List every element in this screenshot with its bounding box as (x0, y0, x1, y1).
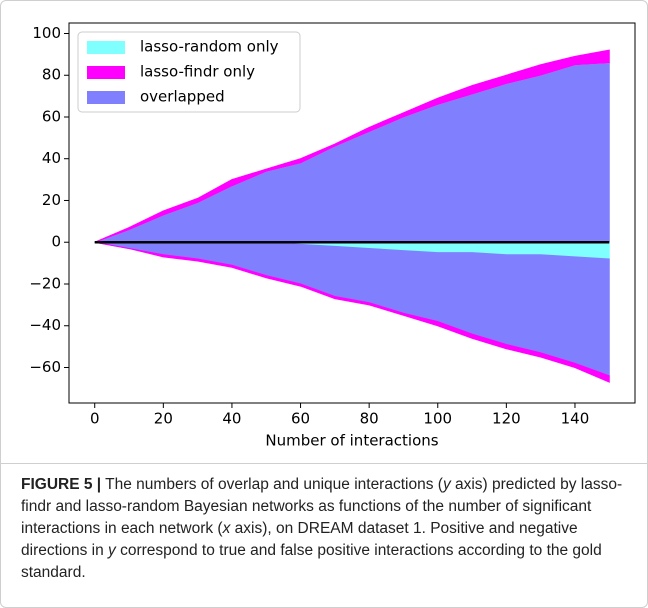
caption-label: FIGURE 5 | (21, 476, 102, 493)
caption-text: The numbers of overlap and unique intera… (105, 476, 443, 493)
legend-label: lasso-findr only (140, 63, 255, 81)
y-tick-label: 0 (51, 233, 61, 251)
y-tick-label: 60 (42, 107, 61, 125)
y-tick-label: −20 (29, 274, 61, 292)
y-tick-label: 80 (42, 66, 61, 84)
caption-text: correspond to true and false positive in… (21, 542, 602, 581)
legend-box (77, 31, 301, 113)
y-tick-label: −40 (29, 316, 61, 334)
area-negative (94, 241, 610, 377)
area-negative (94, 241, 610, 383)
area-positive (94, 49, 610, 243)
x-tick-label: 40 (222, 410, 241, 428)
caption-text: y (442, 476, 451, 493)
caption-text: y (108, 542, 116, 559)
y-tick-label: −60 (29, 358, 61, 376)
caption-text: axis) predicted by lasso-findr and lasso… (21, 476, 623, 537)
legend-swatch (87, 91, 125, 104)
plot-frame (68, 22, 636, 404)
caption-text: axis), on DREAM dataset 1. Positive and … (21, 520, 578, 559)
y-tick-label: 40 (42, 149, 61, 167)
x-tick-label: 80 (360, 410, 379, 428)
y-tick-label: 20 (42, 191, 61, 209)
caption: FIGURE 5 | The numbers of overlap and un… (1, 463, 647, 594)
x-tick-label: 100 (423, 410, 452, 428)
x-axis-label: Number of interactions (265, 432, 438, 450)
x-tick-label: 20 (154, 410, 173, 428)
chart: Number of interactions 0 20 40 60 80 100 120 14… (29, 22, 636, 450)
legend-label: overlapped (140, 88, 225, 106)
x-tick-label: 140 (561, 410, 590, 428)
legend-label: lasso-random only (140, 38, 279, 56)
caption-text: x (222, 520, 231, 537)
x-tick-label: 120 (492, 410, 521, 428)
x-tick-label: 60 (291, 410, 310, 428)
y-tick-label: 100 (32, 24, 61, 42)
x-tick-label: 0 (90, 410, 100, 428)
legend-swatch (87, 66, 125, 79)
legend-swatch (87, 41, 125, 54)
